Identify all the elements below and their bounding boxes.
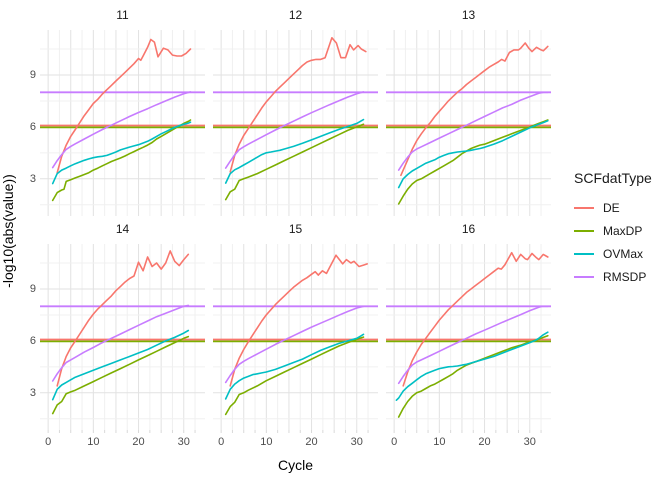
x-tick-label-14-10: 10 — [87, 436, 100, 448]
line-MaxDP-facet-15 — [224, 336, 365, 416]
line-MaxDP-facet-11 — [51, 119, 192, 202]
x-tick-label-14-20: 20 — [132, 436, 145, 448]
line-RMSDP-facet-15 — [224, 305, 365, 384]
line-RMSDP-facet-16 — [397, 305, 549, 385]
x-tick-label-15-30: 30 — [350, 436, 363, 448]
line-RMSDP-facet-13 — [397, 91, 549, 171]
y-tick-label-row1-9: 9 — [29, 282, 36, 295]
x-tick-label-16-10: 10 — [433, 436, 446, 448]
y-axis-title: -log10(abs(value)) — [0, 174, 16, 288]
line-RMSDP-facet-12 — [224, 91, 365, 169]
line-DE-facet-16 — [402, 251, 549, 387]
legend-key-line-OVMax — [574, 252, 594, 255]
line-OVMax-facet-14 — [51, 329, 190, 401]
facet-strip-label-14: 14 — [115, 222, 130, 236]
legend-item-MaxDP: MaxDP — [574, 219, 670, 242]
line-OVMax-facet-11 — [51, 121, 192, 185]
legend: SCFdatType DE MaxDP OVMax RMSDP — [574, 170, 670, 288]
line-DE-facet-14 — [56, 250, 190, 387]
legend-item-RMSDP: RMSDP — [574, 265, 670, 288]
x-tick-label-16-0: 0 — [391, 436, 398, 448]
facet-panel-16 — [386, 244, 551, 433]
facet-panel-15 — [213, 244, 378, 433]
legend-label: RMSDP — [603, 269, 647, 284]
facet-strip-label-15: 15 — [288, 222, 303, 236]
facet-panel-11 — [40, 30, 205, 216]
line-DE-facet-12 — [229, 37, 367, 173]
x-tick-label-15-10: 10 — [260, 436, 273, 448]
legend-label: OVMax — [603, 246, 644, 261]
x-tick-label-15-20: 20 — [305, 436, 318, 448]
legend-label: DE — [603, 200, 620, 215]
x-tick-label-14-30: 30 — [177, 436, 190, 448]
x-axis-title: Cycle — [277, 457, 313, 473]
facet-strip-label-16: 16 — [461, 222, 476, 236]
line-OVMax-facet-13 — [397, 120, 549, 189]
facet-panel-14 — [40, 244, 205, 433]
x-tick-label-16-20: 20 — [478, 436, 491, 448]
legend-key-line-MaxDP — [574, 229, 594, 232]
facet-strip-label-11: 11 — [116, 8, 129, 22]
x-tick-label-15-0: 0 — [218, 436, 225, 448]
legend-key-line-RMSDP — [574, 275, 594, 278]
legend-items: DE MaxDP OVMax RMSDP — [574, 196, 670, 288]
line-OVMax-facet-16 — [395, 331, 549, 401]
line-OVMax-facet-15 — [224, 333, 365, 400]
y-tick-label-row1-6: 6 — [29, 334, 36, 347]
line-RMSDP-facet-11 — [51, 91, 192, 169]
line-MaxDP-facet-13 — [397, 119, 549, 205]
line-MaxDP-facet-12 — [224, 123, 365, 201]
facet-panel-12 — [213, 30, 378, 216]
line-RMSDP-facet-14 — [51, 304, 190, 382]
line-OVMax-facet-12 — [224, 118, 365, 184]
y-tick-label-row0-6: 6 — [29, 120, 36, 133]
x-tick-label-14-0: 0 — [45, 436, 52, 448]
y-tick-label-row0-3: 3 — [29, 172, 36, 185]
legend-key-line-DE — [574, 206, 594, 209]
facet-panel-13 — [386, 30, 551, 216]
legend-title: SCFdatType — [574, 170, 652, 186]
legend-item-DE: DE — [574, 196, 670, 219]
line-DE-facet-13 — [400, 42, 549, 177]
line-MaxDP-facet-14 — [51, 335, 190, 415]
y-tick-label-row0-9: 9 — [29, 68, 36, 81]
legend-label: MaxDP — [603, 223, 643, 238]
facet-strip-label-13: 13 — [461, 8, 476, 22]
facet-strip-label-12: 12 — [288, 8, 303, 22]
line-DE-facet-11 — [56, 38, 192, 174]
x-tick-label-16-30: 30 — [523, 436, 536, 448]
line-DE-facet-15 — [229, 254, 368, 387]
y-tick-label-row1-3: 3 — [29, 386, 36, 399]
line-MaxDP-facet-16 — [397, 334, 549, 418]
legend-item-OVMax: OVMax — [574, 242, 670, 265]
